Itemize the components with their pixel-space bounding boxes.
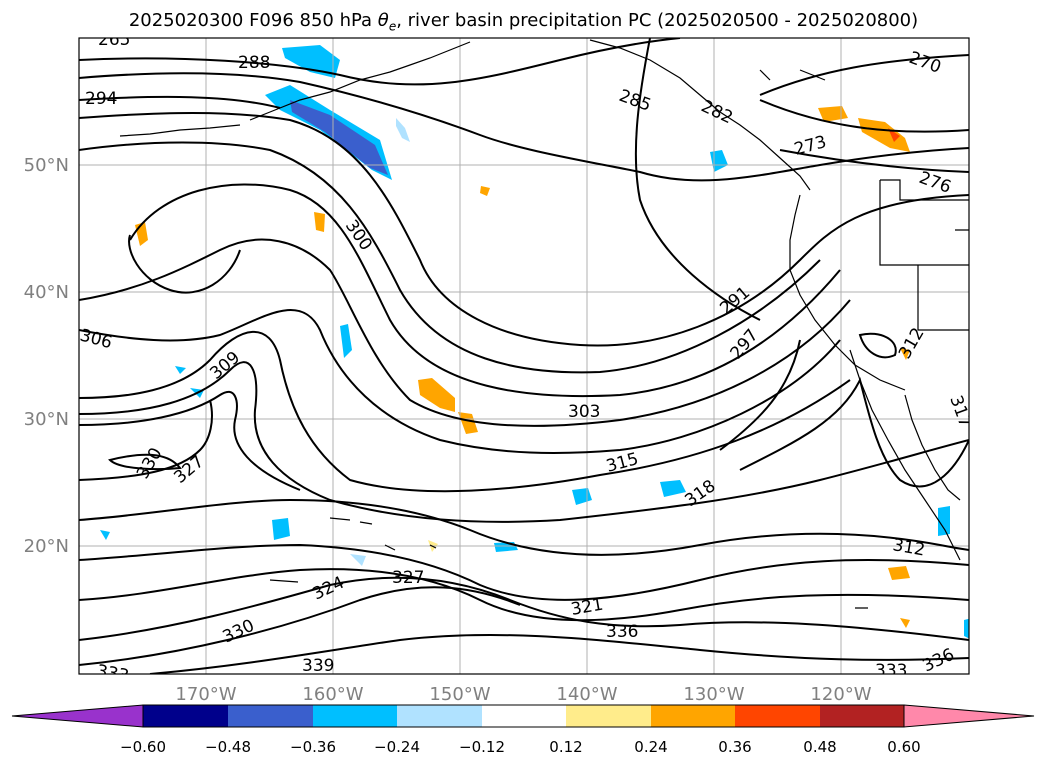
colorbar-bin [313, 705, 397, 727]
lon-tick-label: 170°W [175, 684, 237, 705]
precip-patch [175, 366, 186, 374]
lat-tick-label: 30°N [23, 409, 69, 430]
colorbar-extend-high [903, 704, 1035, 728]
colorbar-bin [820, 705, 904, 727]
colorbar-tick-label: 0.12 [549, 738, 583, 756]
map-border [78, 37, 970, 675]
precip-patch [480, 186, 490, 196]
colorbar-tick-label: −0.48 [205, 738, 251, 756]
colorbar-tick-label: 0.36 [718, 738, 752, 756]
colorbar-extend-low [11, 704, 144, 728]
colorbar-bin [735, 705, 820, 727]
precip-patch [900, 618, 910, 628]
colorbar-tick-label: 0.48 [803, 738, 837, 756]
colorbar-bin [482, 705, 566, 727]
colorbar-bin [143, 705, 228, 727]
lon-tick-label: 150°W [429, 684, 491, 705]
lon-tick-label: 130°W [683, 684, 745, 705]
contour-label: 265 [98, 30, 130, 50]
contour-label: 333 [95, 661, 130, 686]
colorbar-tick-label: −0.24 [374, 738, 420, 756]
colorbar-tick-label: −0.36 [290, 738, 336, 756]
colorbar-bin [651, 705, 735, 727]
lon-tick-label: 140°W [556, 684, 618, 705]
precip-patch [290, 100, 388, 175]
colorbar-bin [228, 705, 313, 727]
map-title: 2025020300 F096 850 hPa θe, river basin … [128, 10, 919, 34]
precip-patch [660, 480, 686, 497]
precip-patch [858, 118, 910, 152]
lon-tick-label: 160°W [302, 684, 364, 705]
colorbar-tick-label: 0.24 [634, 738, 668, 756]
colorbar-tick-label: 0.60 [887, 738, 921, 756]
precip-patch [396, 118, 410, 142]
lon-tick-label: 120°W [810, 684, 872, 705]
contour-label: 288 [238, 53, 270, 73]
contour-label: 327 [392, 568, 424, 588]
colorbar-tick-label: −0.12 [459, 738, 505, 756]
colorbar-bin [566, 705, 651, 727]
lat-tick-label: 50°N [23, 155, 69, 176]
contour-label: 333 [875, 661, 907, 681]
colorbar-tick-label: −0.60 [120, 738, 166, 756]
contour-label: 303 [568, 402, 600, 422]
precip-patch [458, 412, 478, 434]
contour-label: 294 [85, 89, 117, 109]
precip-patch [964, 618, 969, 639]
coastlines [119, 39, 969, 609]
precip-patch [100, 530, 110, 540]
precip-patch [938, 506, 950, 536]
precip-patch [282, 45, 340, 78]
contour-label: 339 [302, 656, 334, 676]
precip-patch [314, 212, 325, 232]
colorbar [11, 704, 1035, 728]
precip-patch [272, 518, 290, 540]
precip-patch [340, 324, 352, 358]
lat-tick-label: 40°N [23, 282, 69, 303]
precip-patch [900, 348, 910, 360]
precip-patch [418, 378, 455, 412]
precip-patch [350, 554, 366, 566]
lat-tick-label: 20°N [23, 536, 69, 557]
theta-e-contours [79, 38, 969, 674]
contour-label: 336 [606, 622, 638, 642]
colorbar-bin [397, 705, 482, 727]
colorbar-outline [142, 704, 905, 728]
precip-patch [888, 566, 910, 580]
